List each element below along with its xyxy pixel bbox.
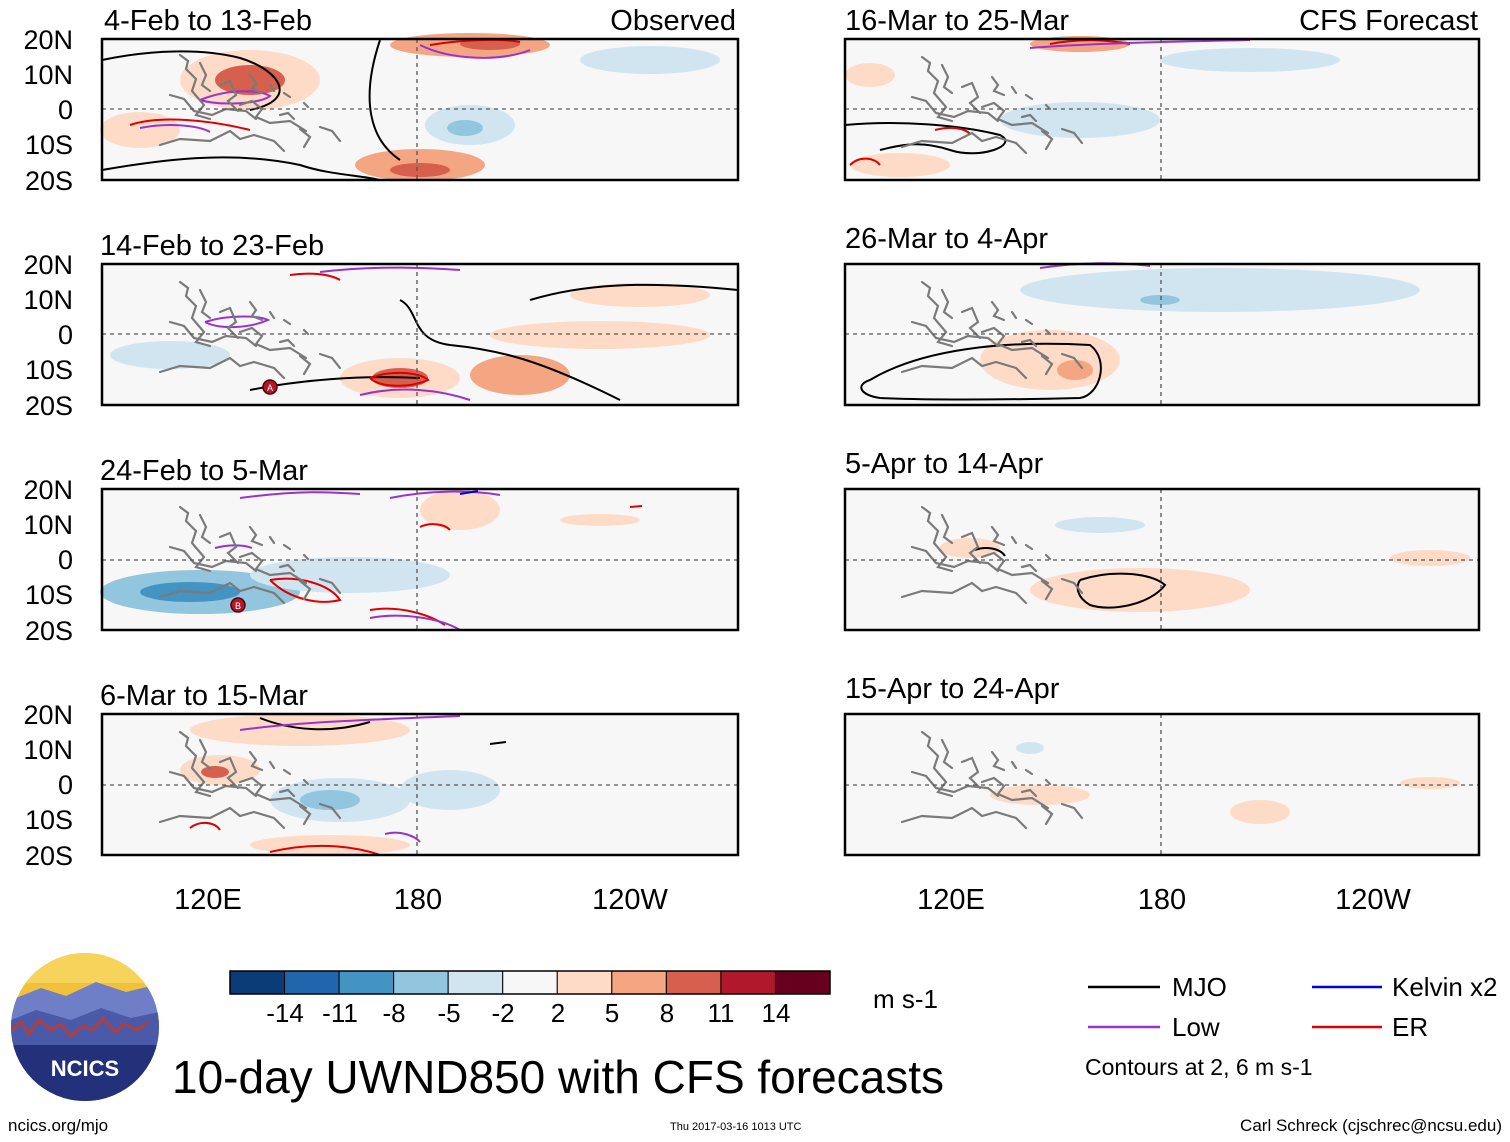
x-axis-labels: 120E 180 120W 120E 180 120W — [174, 884, 1411, 916]
y-tick: 20N — [23, 475, 73, 505]
legend-label-kelvin: Kelvin x2 — [1392, 972, 1498, 1002]
colorbar-labels: -14 -11 -8 -5 -2 2 5 8 11 14 — [266, 998, 790, 1028]
colorbar-swatch — [338, 970, 395, 995]
panel-titles: 4-Feb to 13-Feb Observed 14-Feb to 23-Fe… — [100, 5, 1478, 712]
y-tick: 0 — [58, 320, 73, 350]
y-tick: 10S — [25, 580, 73, 610]
colorbar-swatch — [229, 970, 286, 995]
author-credit: Carl Schreck (cjschrec@ncsu.edu) — [1240, 1116, 1502, 1135]
panel-right-2-title: 5-Apr to 14-Apr — [845, 448, 1044, 480]
colorbar-label: 14 — [762, 998, 791, 1028]
y-tick: 0 — [58, 545, 73, 575]
y-tick: 0 — [58, 770, 73, 800]
x-tick: 120E — [174, 884, 242, 916]
storm-marker-b — [230, 597, 246, 613]
colorbar-swatch — [556, 970, 613, 995]
y-tick: 10N — [23, 735, 73, 765]
colorbar-swatch — [774, 970, 831, 995]
x-tick: 120W — [1335, 884, 1411, 916]
logo-text: NCICS — [51, 1056, 119, 1081]
panel-right-0 — [843, 36, 1481, 182]
legend-label-mjo: MJO — [1172, 972, 1227, 1002]
colorbar-label: -5 — [437, 998, 460, 1028]
y-tick: 20S — [25, 391, 73, 421]
storm-marker-b-label: B — [235, 601, 241, 611]
colorbar-label: 2 — [551, 998, 565, 1028]
legend: MJO Kelvin x2 Low ER Contours at 2, 6 m … — [1085, 972, 1498, 1080]
site-url[interactable]: ncics.org/mjo — [8, 1116, 109, 1135]
panel-right-0-title: 16-Mar to 25-Mar — [845, 5, 1069, 37]
y-tick: 10S — [25, 130, 73, 160]
y-tick: 10S — [25, 355, 73, 385]
colorbar-label: -11 — [322, 998, 358, 1028]
y-tick: 10S — [25, 805, 73, 835]
x-tick: 180 — [1138, 884, 1186, 916]
ncics-logo: NCICS — [11, 953, 159, 1101]
colorbar-label: -14 — [266, 998, 304, 1028]
y-tick: 20S — [25, 616, 73, 646]
colorbar-label: -8 — [382, 998, 405, 1028]
colorbar-label: 11 — [708, 998, 735, 1028]
y-tick: 0 — [58, 95, 73, 125]
observed-label: Observed — [610, 5, 736, 37]
panel-left-2-title: 24-Feb to 5-Mar — [100, 455, 308, 487]
colorbar-label: 8 — [660, 998, 674, 1028]
colorbar-label: -2 — [491, 998, 514, 1028]
panel-left-0-title: 4-Feb to 13-Feb — [104, 5, 312, 37]
colorbar-swatch — [447, 970, 504, 995]
y-tick: 20S — [25, 166, 73, 196]
panel-left-2: B — [100, 487, 740, 632]
figure-title: 10-day UWND850 with CFS forecasts — [172, 1051, 945, 1103]
colorbar-swatch — [502, 970, 558, 995]
panel-left-3 — [100, 712, 740, 857]
timestamp: Thu 2017-03-16 1013 UTC — [670, 1121, 802, 1133]
panel-left-3-title: 6-Mar to 15-Mar — [100, 680, 308, 712]
x-tick: 120E — [917, 884, 985, 916]
legend-label-er: ER — [1392, 1012, 1428, 1042]
panel-left-0 — [100, 33, 740, 182]
y-tick: 10N — [23, 510, 73, 540]
forecast-label: CFS Forecast — [1299, 5, 1478, 37]
storm-marker-a — [262, 379, 278, 395]
legend-label-low: Low — [1172, 1012, 1220, 1042]
panel-left-1: A — [100, 262, 740, 407]
y-tick: 20N — [23, 700, 73, 730]
panel-left-1-title: 14-Feb to 23-Feb — [100, 230, 324, 262]
colorbar: -14 -11 -8 -5 -2 2 5 8 11 14 m s-1 — [229, 970, 938, 1028]
panel-right-2 — [843, 487, 1481, 632]
legend-note: Contours at 2, 6 m s-1 — [1085, 1054, 1313, 1080]
y-tick: 20N — [23, 250, 73, 280]
colorbar-swatch — [611, 970, 667, 995]
panel-right-3 — [843, 712, 1481, 857]
panel-right-1 — [843, 262, 1481, 407]
panel-right-1-title: 26-Mar to 4-Apr — [845, 223, 1048, 255]
panel-right-3-title: 15-Apr to 24-Apr — [845, 673, 1060, 705]
y-tick: 20S — [25, 841, 73, 871]
colorbar-unit: m s-1 — [873, 984, 938, 1014]
y-tick: 10N — [23, 285, 73, 315]
y-tick: 20N — [23, 25, 73, 55]
y-tick: 10N — [23, 60, 73, 90]
colorbar-label: 5 — [605, 998, 619, 1028]
x-tick: 180 — [394, 884, 442, 916]
colorbar-swatch — [284, 970, 340, 995]
colorbar-swatch — [393, 970, 449, 995]
y-axis-labels: 20N 10N 0 10S 20S 20N 10N 0 10S 20S 20N … — [23, 25, 73, 871]
storm-marker-a-label: A — [267, 383, 273, 393]
x-tick: 120W — [592, 884, 668, 916]
colorbar-swatch — [665, 970, 722, 995]
colorbar-swatch — [720, 970, 776, 995]
